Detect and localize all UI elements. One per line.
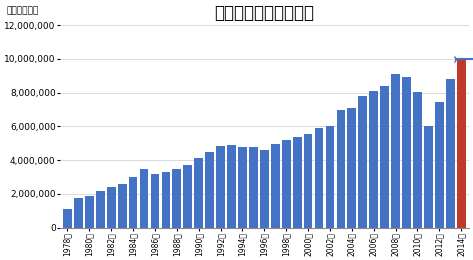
Bar (194, 158, 203, 228)
Bar (282, 140, 290, 228)
Bar (216, 146, 225, 228)
Text: （単位：人）: （単位：人） (7, 6, 39, 15)
Bar (150, 174, 159, 228)
Bar (359, 96, 367, 228)
Bar (63, 209, 72, 228)
Bar (413, 92, 422, 228)
Bar (435, 102, 444, 228)
Bar (369, 91, 378, 228)
Bar (260, 150, 269, 228)
Bar (162, 172, 170, 228)
Bar (402, 77, 411, 228)
Bar (96, 191, 105, 228)
Bar (293, 137, 301, 228)
Bar (380, 86, 389, 228)
Bar (74, 198, 83, 228)
Bar (129, 177, 138, 228)
Bar (348, 108, 356, 228)
Bar (391, 74, 400, 228)
Bar (238, 147, 247, 228)
Bar (227, 145, 236, 228)
Bar (118, 184, 127, 228)
Bar (271, 144, 280, 228)
Bar (325, 126, 334, 228)
Title: 外国人旅客数（暦年）: 外国人旅客数（暦年） (214, 4, 315, 22)
Bar (173, 168, 181, 228)
Bar (85, 196, 94, 228)
Bar (140, 168, 149, 228)
Bar (315, 128, 324, 228)
Bar (446, 79, 455, 228)
Bar (107, 187, 115, 228)
Bar (205, 152, 214, 228)
Bar (457, 59, 465, 228)
Bar (249, 147, 258, 228)
Bar (304, 134, 313, 228)
Bar (336, 109, 345, 228)
Bar (424, 126, 433, 228)
Bar (184, 165, 192, 228)
